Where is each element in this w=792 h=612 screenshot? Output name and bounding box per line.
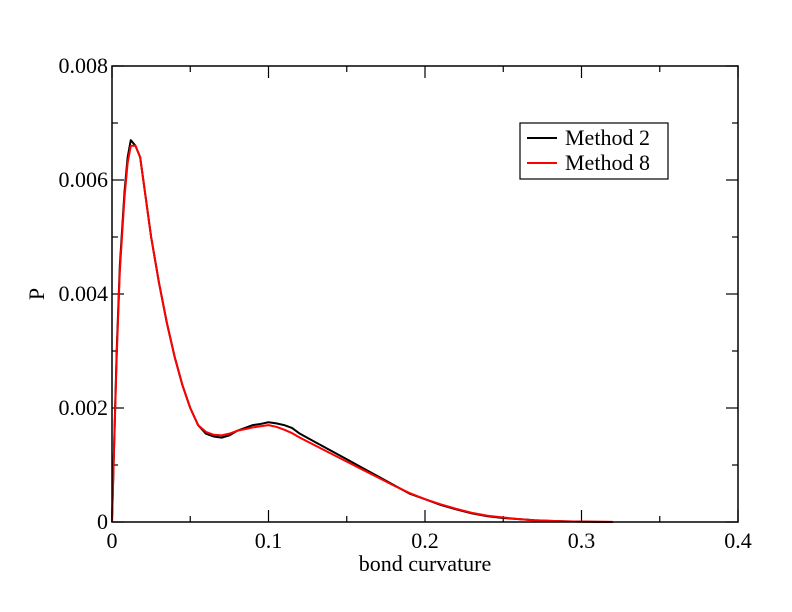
y-tick-label: 0.004 [59,281,109,306]
x-tick-label: 0.1 [255,528,283,553]
y-tick-label: 0.008 [59,53,109,78]
series-layer [111,139,613,523]
x-tick-label: 0.4 [724,528,752,553]
series-line-method-8 [111,144,613,523]
x-tick-label: 0 [107,528,118,553]
legend-label-method-2: Method 2 [565,125,650,150]
tick-labels: 0 0.1 0.2 0.3 0.4 0 0.002 0.004 0.006 0.008 [59,53,752,553]
x-axis-title: bond curvature [359,551,492,576]
legend: Method 2 Method 8 [519,122,669,180]
y-tick-label: 0.006 [59,167,109,192]
y-axis-title: P [24,288,49,300]
x-tick-label: 0.2 [411,528,439,553]
y-tick-label: 0.002 [59,395,109,420]
legend-label-method-8: Method 8 [565,150,650,175]
legend-box [519,122,669,180]
plot-frame [111,65,739,523]
x-tick-label: 0.3 [568,528,596,553]
y-tick-label: 0 [97,509,108,534]
